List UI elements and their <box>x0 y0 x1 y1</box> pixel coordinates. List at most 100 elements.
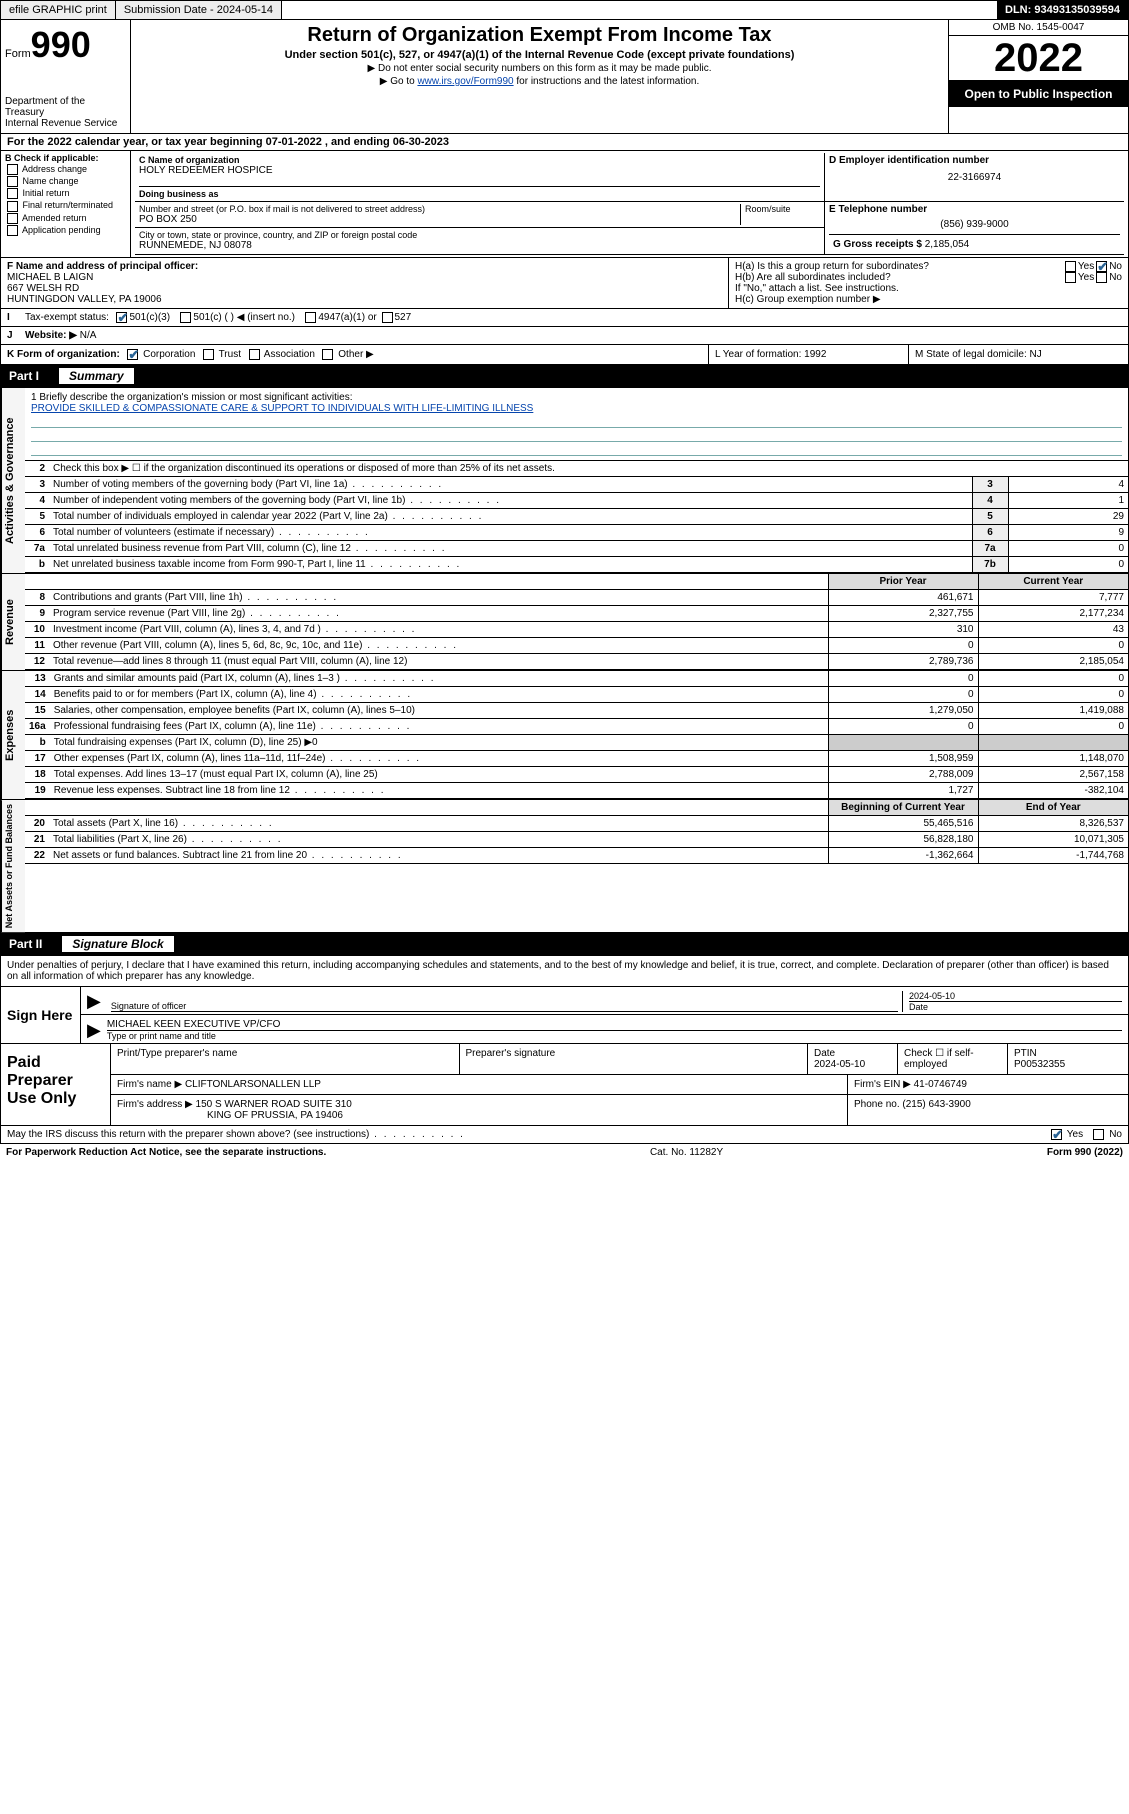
chk-527[interactable] <box>382 312 393 323</box>
table-row: 5Total number of individuals employed in… <box>25 509 1128 525</box>
chk-application-pending[interactable]: Application pending <box>5 225 126 236</box>
street-address: PO BOX 250 <box>139 214 740 225</box>
table-row: Prior YearCurrent Year <box>25 574 1128 590</box>
table-row: 10Investment income (Part VIII, column (… <box>25 622 1128 638</box>
paid-preparer-label: Paid Preparer Use Only <box>1 1044 111 1125</box>
mission-question: 1 Briefly describe the organization's mi… <box>31 392 1122 403</box>
calendar-year-line: For the 2022 calendar year, or tax year … <box>0 134 1129 151</box>
chk-501c3[interactable] <box>116 312 127 323</box>
note-ssn: ▶ Do not enter social security numbers o… <box>139 63 940 74</box>
hb-no[interactable] <box>1096 272 1107 283</box>
open-inspection: Open to Public Inspection <box>949 81 1128 107</box>
table-row: 19Revenue less expenses. Subtract line 1… <box>25 783 1128 799</box>
table-row: 2Check this box ▶ ☐ if the organization … <box>25 461 1128 477</box>
chk-other[interactable] <box>322 349 333 360</box>
chk-association[interactable] <box>249 349 260 360</box>
governance-table: 2Check this box ▶ ☐ if the organization … <box>25 461 1128 573</box>
irs-link[interactable]: www.irs.gov/Form990 <box>417 76 513 87</box>
header-mid: Return of Organization Exempt From Incom… <box>131 20 948 133</box>
addr-label: Number and street (or P.O. box if mail i… <box>139 204 740 214</box>
arrow-icon: ▶ <box>87 991 101 1012</box>
chk-address-change[interactable]: Address change <box>5 164 126 175</box>
table-row: 8Contributions and grants (Part VIII, li… <box>25 590 1128 606</box>
table-row: 7aTotal unrelated business revenue from … <box>25 541 1128 557</box>
chk-amended-return[interactable]: Amended return <box>5 213 126 224</box>
discuss-no[interactable] <box>1093 1129 1104 1140</box>
note2-post: for instructions and the latest informat… <box>514 76 700 87</box>
discuss-question: May the IRS discuss this return with the… <box>7 1129 465 1140</box>
telephone: (856) 939-9000 <box>829 219 1120 230</box>
chk-corporation[interactable] <box>127 349 138 360</box>
city-label: City or town, state or province, country… <box>139 230 820 240</box>
blocks-bcdefg: B Check if applicable: Address change Na… <box>0 151 1129 258</box>
chk-final-return[interactable]: Final return/terminated <box>5 200 126 211</box>
c-label: C Name of organization <box>139 155 820 165</box>
block-d: D Employer identification number 22-3166… <box>824 153 1124 201</box>
blocks-fh: F Name and address of principal officer:… <box>0 258 1129 309</box>
firm-name: CLIFTONLARSONALLEN LLP <box>185 1079 321 1090</box>
g-label: G Gross receipts $ <box>833 239 922 250</box>
form-number: Form990 <box>5 24 126 66</box>
website-value: N/A <box>80 330 97 341</box>
table-row: 18Total expenses. Add lines 13–17 (must … <box>25 767 1128 783</box>
officer-name: MICHAEL B LAIGN <box>7 272 722 283</box>
vlabel-governance: Activities & Governance <box>1 388 25 573</box>
block-e-g: E Telephone number (856) 939-9000 G Gros… <box>824 202 1124 254</box>
preparer-date: Date2024-05-10 <box>808 1044 898 1074</box>
officer-signature-field[interactable]: Signature of officer <box>111 991 898 1012</box>
discuss-yes[interactable] <box>1051 1129 1062 1140</box>
chk-4947[interactable] <box>305 312 316 323</box>
chk-initial-return[interactable]: Initial return <box>5 188 126 199</box>
table-row: 17Other expenses (Part IX, column (A), l… <box>25 751 1128 767</box>
hc-label: H(c) Group exemption number ▶ <box>735 294 1122 305</box>
paid-row-1: Print/Type preparer's name Preparer's si… <box>111 1044 1128 1075</box>
table-row: bTotal fundraising expenses (Part IX, co… <box>25 735 1128 751</box>
signature-date: 2024-05-10 Date <box>902 991 1122 1012</box>
sign-here-block: Sign Here ▶ Signature of officer 2024-05… <box>0 987 1129 1044</box>
efile-print-button[interactable]: efile GRAPHIC print <box>1 1 116 19</box>
officer-printed-name: MICHAEL KEEN EXECUTIVE VP/CFO <box>107 1019 1122 1030</box>
cat-no: Cat. No. 11282Y <box>650 1147 723 1158</box>
f-label: F Name and address of principal officer: <box>7 261 722 272</box>
part2-header: Part II Signature Block <box>0 933 1129 956</box>
form-ref: Form 990 (2022) <box>1047 1147 1123 1158</box>
part1-header: Part I Summary <box>0 365 1129 388</box>
self-employed-check[interactable]: Check ☐ if self-employed <box>898 1044 1008 1074</box>
firm-phone: (215) 643-3900 <box>902 1099 970 1110</box>
form-prefix: Form <box>5 48 31 60</box>
pra-notice: For Paperwork Reduction Act Notice, see … <box>6 1147 326 1158</box>
paid-row-2: Firm's name ▶ CLIFTONLARSONALLEN LLP Fir… <box>111 1075 1128 1095</box>
city-state-zip: RUNNEMEDE, NJ 08078 <box>139 240 820 251</box>
discuss-row: May the IRS discuss this return with the… <box>0 1126 1129 1144</box>
officer-addr2: HUNTINGDON VALLEY, PA 19006 <box>7 294 722 305</box>
chk-501c[interactable] <box>180 312 191 323</box>
table-row: Beginning of Current YearEnd of Year <box>25 800 1128 816</box>
hb-note: If "No," attach a list. See instructions… <box>735 283 1122 294</box>
vlabel-expenses: Expenses <box>1 671 25 799</box>
form-title: Return of Organization Exempt From Incom… <box>139 24 940 47</box>
dba-label: Doing business as <box>139 186 820 199</box>
table-row: 20Total assets (Part X, line 16)55,465,5… <box>25 816 1128 832</box>
block-f: F Name and address of principal officer:… <box>1 258 728 308</box>
ha-no[interactable] <box>1096 261 1107 272</box>
year-formation: L Year of formation: 1992 <box>708 345 908 364</box>
form-990: 990 <box>31 24 91 65</box>
part1-title: Summary <box>59 368 134 384</box>
gross-receipts: 2,185,054 <box>925 239 970 250</box>
hb-yes[interactable] <box>1065 272 1076 283</box>
chk-trust[interactable] <box>203 349 214 360</box>
paid-preparer-block: Paid Preparer Use Only Print/Type prepar… <box>0 1044 1129 1126</box>
section-governance: Activities & Governance 1 Briefly descri… <box>0 388 1129 574</box>
block-g: G Gross receipts $ 2,185,054 <box>829 234 1120 252</box>
section-expenses: Expenses 13Grants and similar amounts pa… <box>0 671 1129 800</box>
vlabel-revenue: Revenue <box>1 574 25 670</box>
chk-name-change[interactable]: Name change <box>5 176 126 187</box>
form-header: Form990 Department of the Treasury Inter… <box>0 20 1129 134</box>
org-name: HOLY REDEEMER HOSPICE <box>139 165 820 176</box>
part1-num: Part I <box>9 369 39 383</box>
address-block: Number and street (or P.O. box if mail i… <box>135 202 824 254</box>
print-name-row: ▶ MICHAEL KEEN EXECUTIVE VP/CFO Type or … <box>81 1015 1128 1043</box>
table-row: 15Salaries, other compensation, employee… <box>25 703 1128 719</box>
section-net-assets: Net Assets or Fund Balances Beginning of… <box>0 800 1129 933</box>
ha-yes[interactable] <box>1065 261 1076 272</box>
